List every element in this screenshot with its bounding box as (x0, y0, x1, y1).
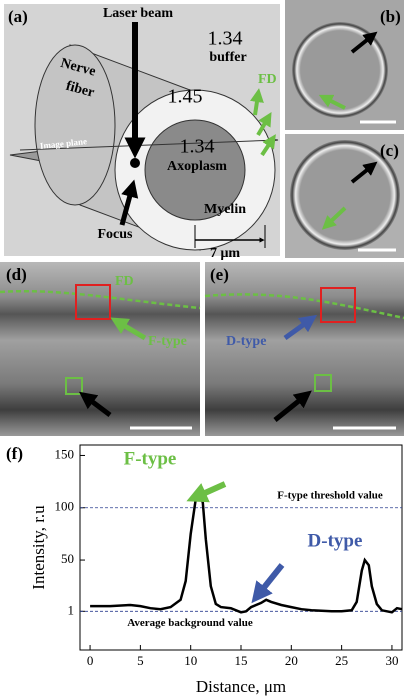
x-tick-label: 10 (184, 653, 197, 668)
panel-label: (c) (380, 141, 399, 160)
x-tick-label: 15 (235, 653, 248, 668)
panel-b: (b) (285, 0, 404, 130)
panel-label: (b) (380, 7, 401, 26)
label: 7 μm (210, 246, 240, 261)
annotation-arrow (258, 565, 282, 595)
label: Focus (98, 227, 134, 242)
label: Laser beam (103, 6, 173, 21)
label: D-type (226, 334, 266, 349)
panel-label: (f) (6, 444, 23, 463)
panel-a: (a) Laser beam 1.34 buffer Nerve fiber 1… (4, 4, 280, 261)
label: Myelin (204, 202, 246, 217)
annotation: F-type (124, 448, 177, 469)
x-tick-label: 30 (385, 653, 398, 668)
figure: (a) Laser beam 1.34 buffer Nerve fiber 1… (0, 0, 404, 700)
focus-dot (130, 158, 140, 168)
label: 1.34 (208, 28, 243, 50)
label: 1.45 (168, 86, 203, 108)
label: Axoplasm (167, 159, 227, 174)
panel-c: (c) (285, 134, 404, 258)
panel-d: (d) FD F-type (0, 262, 200, 436)
intensity-line (90, 494, 402, 612)
label: 1.34 (180, 136, 215, 158)
y-tick-label: 50 (61, 551, 74, 566)
y-tick-label: 150 (55, 446, 75, 461)
y-tick-label: 1 (68, 602, 75, 617)
x-tick-label: 25 (335, 653, 348, 668)
y-tick-label: 100 (55, 499, 75, 514)
reference-label: Average background value (127, 617, 253, 629)
x-axis-label: Distance, μm (196, 677, 286, 696)
x-tick-label: 20 (285, 653, 298, 668)
y-axis-label: Intensity, r.u (29, 505, 48, 590)
page: (a) Laser beam 1.34 buffer Nerve fiber 1… (0, 0, 404, 700)
label: F-type (148, 334, 187, 349)
panel-label: (e) (210, 265, 229, 284)
panel-e: (e) D-type (205, 262, 404, 436)
label: buffer (209, 50, 246, 65)
panel-label: (a) (8, 7, 28, 26)
label: FD (258, 72, 277, 87)
annotation: D-type (308, 530, 363, 551)
x-tick-label: 5 (137, 653, 144, 668)
panel-label: (d) (6, 265, 27, 284)
annotation-arrow (196, 484, 225, 497)
reference-label: F-type threshold value (277, 489, 383, 501)
x-tick-label: 0 (87, 653, 94, 668)
label: FD (115, 274, 134, 289)
